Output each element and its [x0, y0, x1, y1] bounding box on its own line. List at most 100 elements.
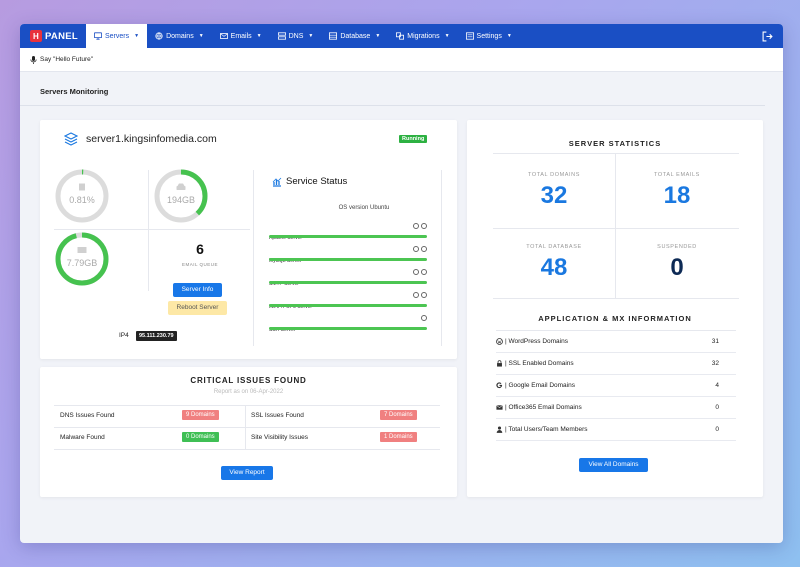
settings-icon	[465, 32, 474, 40]
restart-icon[interactable]	[421, 315, 427, 321]
google-icon	[496, 382, 503, 389]
email-queue-count: 6	[196, 241, 204, 257]
service-status-bar	[269, 281, 427, 284]
service-row-mysql: MySQL Server	[269, 246, 427, 267]
restart-icon[interactable]	[421, 246, 427, 252]
reboot-server-button[interactable]: Reboot Server	[168, 301, 227, 315]
divider	[496, 330, 736, 331]
logo-text: PANEL	[45, 30, 78, 42]
user-icon	[496, 426, 503, 433]
service-status-bar	[269, 235, 427, 238]
service-row-imap: IMAP/POP3 Server	[269, 292, 427, 313]
chevron-down-icon: ▼	[198, 33, 204, 39]
nav-domains[interactable]: Domains ▼	[147, 24, 212, 48]
issue-badge[interactable]: 9 Domains	[182, 410, 219, 420]
dns-icon	[277, 32, 286, 40]
service-status-title: Service Status	[272, 176, 347, 187]
divider	[54, 405, 440, 406]
stop-icon[interactable]	[413, 292, 419, 298]
server-info-button[interactable]: Server Info	[173, 283, 222, 297]
issues-report-date: Report as on 06-Apr-2022	[213, 389, 284, 395]
total-emails-stat[interactable]: TOTAL EMAILS 18	[616, 172, 738, 210]
logo-mark: H	[30, 30, 42, 42]
email-queue-label: EMAIL QUEUE	[181, 262, 219, 267]
view-all-domains-button[interactable]: View All Domains	[579, 458, 648, 472]
wordpress-icon	[496, 338, 503, 345]
nav-settings[interactable]: Settings ▼	[458, 24, 520, 48]
issue-label: Malware Found	[60, 434, 105, 441]
service-name: SMTP Server	[269, 281, 299, 287]
nav-servers-label: Servers	[105, 32, 130, 40]
app-window: H PANEL Servers ▼ Domains ▼ Emails ▼ DNS ▼	[20, 24, 783, 543]
view-report-button[interactable]: View Report	[221, 466, 273, 480]
suspended-stat[interactable]: SUSPENDED 0	[616, 244, 738, 282]
app-row-wordpress[interactable]: | WordPress Domains 31	[496, 331, 736, 353]
chevron-down-icon: ▼	[308, 33, 314, 39]
service-row-smtp: SMTP Server	[269, 269, 427, 290]
ip-label: IP4	[119, 332, 129, 339]
app-logo[interactable]: H PANEL	[20, 24, 86, 48]
app-count: 4	[715, 382, 719, 389]
memory-icon	[77, 247, 87, 253]
restart-icon[interactable]	[421, 269, 427, 275]
logout-button[interactable]	[752, 24, 783, 48]
stop-icon[interactable]	[413, 223, 419, 229]
app-count: 31	[711, 338, 719, 345]
divider	[615, 153, 616, 298]
divider	[20, 105, 765, 106]
service-name: IMAP/POP3 Server	[269, 304, 313, 310]
issue-badge[interactable]: 1 Domains	[380, 432, 417, 442]
nav-database[interactable]: Database ▼	[321, 24, 388, 48]
service-status-bar	[269, 258, 427, 261]
ram-gauge: 7.79GB	[54, 231, 110, 287]
issue-label: DNS Issues Found	[60, 412, 115, 419]
stat-value: 32	[540, 182, 568, 209]
chart-icon	[272, 177, 282, 187]
stat-label: TOTAL DOMAINS	[527, 172, 580, 178]
cpu-gauge: 0.81%	[54, 168, 110, 224]
voice-command-label: Say "Hello Future"	[40, 56, 94, 63]
critical-issues-card: CRITICAL ISSUES FOUND Report as on 06-Ap…	[40, 367, 457, 497]
stop-icon[interactable]	[413, 269, 419, 275]
app-row-office365[interactable]: | Office365 Email Domains 0	[496, 397, 736, 419]
issue-badge[interactable]: 0 Domains	[182, 432, 219, 442]
database-icon	[329, 32, 338, 40]
server-header: server1.kingsinfomedia.com	[64, 132, 217, 146]
server-card: server1.kingsinfomedia.com Running 0.81%…	[40, 120, 457, 359]
nav-domains-label: Domains	[166, 32, 194, 40]
divider	[54, 427, 440, 428]
nav-settings-label: Settings	[476, 32, 502, 40]
chevron-down-icon: ▼	[506, 33, 512, 39]
nav-servers[interactable]: Servers ▼	[86, 24, 148, 48]
email-icon	[219, 33, 228, 39]
restart-icon[interactable]	[421, 292, 427, 298]
divider	[245, 405, 246, 449]
issues-title: CRITICAL ISSUES FOUND	[190, 376, 307, 385]
issue-label: SSL Issues Found	[251, 412, 304, 419]
nav-emails-label: Emails	[230, 32, 252, 40]
issue-badge[interactable]: 7 Domains	[380, 410, 417, 420]
stop-icon[interactable]	[413, 246, 419, 252]
issue-label: Site Visibility Issues	[251, 434, 308, 441]
stat-value: 18	[663, 182, 691, 209]
nav-dns[interactable]: DNS ▼	[270, 24, 322, 48]
divider	[54, 449, 440, 450]
page-title: Servers Monitoring	[40, 87, 108, 101]
restart-icon[interactable]	[421, 223, 427, 229]
migrations-icon	[396, 32, 405, 40]
total-database-stat[interactable]: TOTAL DATABASE 48	[493, 244, 615, 282]
nav-migrations[interactable]: Migrations ▼	[388, 24, 457, 48]
layers-icon	[64, 132, 78, 146]
service-status-bar	[269, 327, 427, 330]
total-domains-stat[interactable]: TOTAL DOMAINS 32	[493, 172, 615, 210]
app-row-ssl[interactable]: | SSL Enabled Domains 32	[496, 353, 736, 375]
app-row-google[interactable]: | Google Email Domains 4	[496, 375, 736, 397]
app-label: | SSL Enabled Domains	[505, 360, 574, 367]
app-row-users[interactable]: | Total Users/Team Members 0	[496, 419, 736, 441]
service-status-bar	[269, 304, 427, 307]
os-version: OS version Ubuntu	[338, 205, 390, 211]
voice-command-bar[interactable]: Say "Hello Future"	[20, 48, 783, 72]
app-label: | WordPress Domains	[505, 338, 568, 345]
chevron-down-icon: ▼	[134, 33, 140, 39]
nav-emails[interactable]: Emails ▼	[212, 24, 270, 48]
